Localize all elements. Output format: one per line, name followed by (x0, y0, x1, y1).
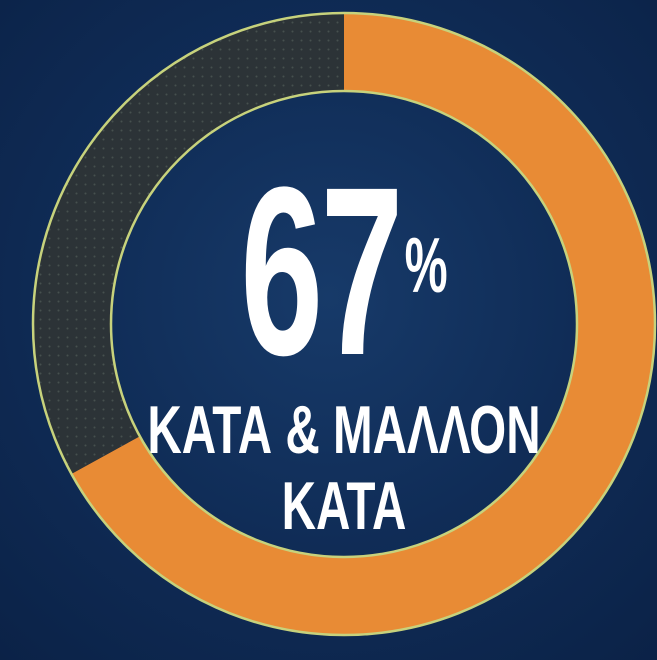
segment-texture (33, 13, 344, 474)
ring-outline (31, 11, 657, 637)
value-label: 67% (240, 137, 448, 405)
donut (31, 11, 657, 637)
ring-outline (109, 89, 579, 559)
category-label: ΚΑΤΑ & ΜΑΛΛΟΝ ΚΑΤΑ (147, 392, 541, 544)
